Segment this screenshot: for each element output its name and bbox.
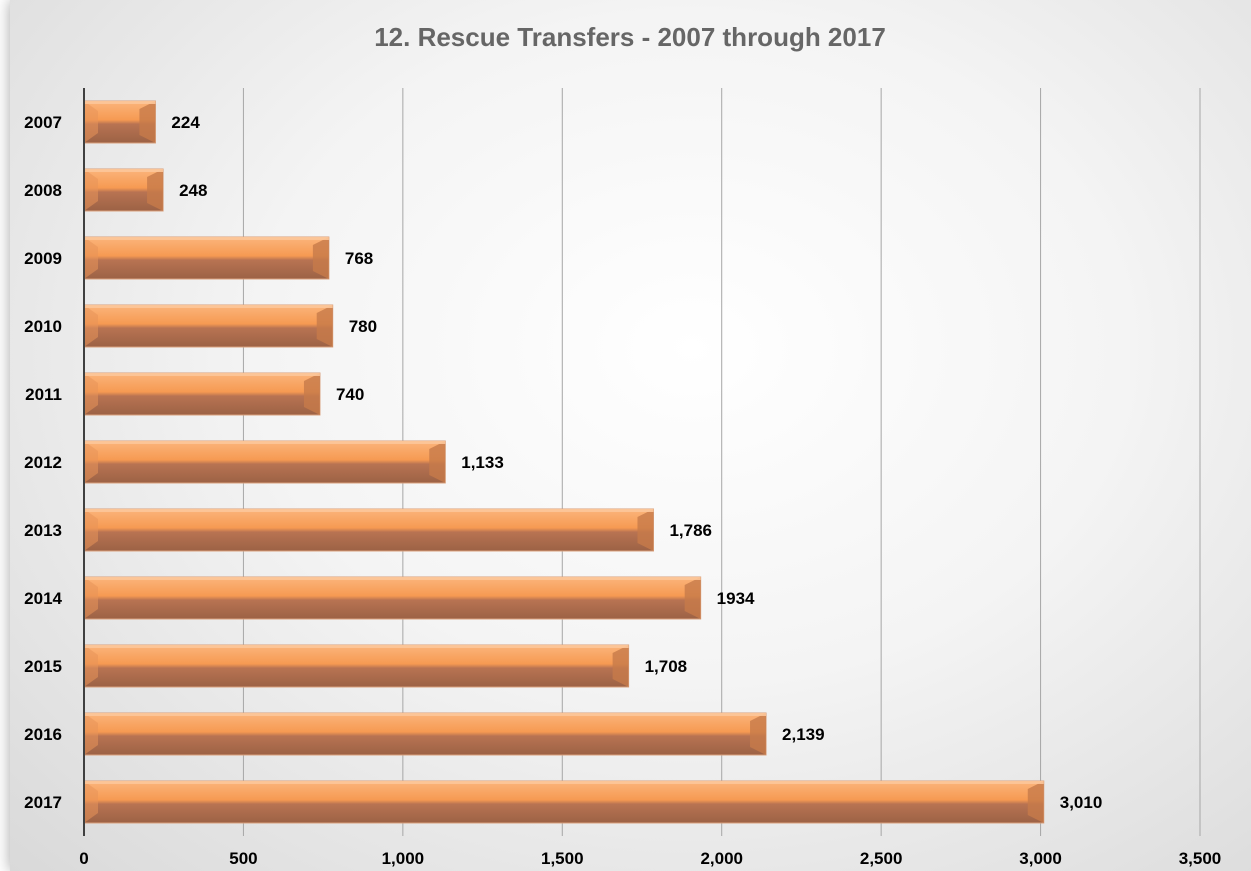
bar-highlight xyxy=(84,577,701,580)
bars xyxy=(83,100,1045,824)
y-category-label: 2015 xyxy=(24,657,62,676)
axes: 0 500 1,000 1,500 2,000 2,500 3,000 3,500 2007 22… xyxy=(24,88,1221,868)
bar-group xyxy=(83,712,767,756)
bar xyxy=(83,304,334,348)
bar-group xyxy=(83,780,1045,824)
bar-highlight xyxy=(84,713,767,716)
y-category-label: 2013 xyxy=(24,521,62,540)
data-label: 1934 xyxy=(717,589,755,608)
x-tick-label: 500 xyxy=(229,849,257,868)
bar-highlight xyxy=(84,169,164,172)
y-category-label: 2016 xyxy=(24,725,62,744)
bar-highlight xyxy=(84,373,320,376)
bar xyxy=(83,712,767,756)
data-label: 780 xyxy=(349,317,377,336)
bar-highlight xyxy=(84,645,629,648)
bar-bevel-right xyxy=(637,509,654,551)
chart-area: 12. Rescue Transfers - 2007 through 2017… xyxy=(10,0,1251,871)
bar-highlight xyxy=(84,237,329,240)
bar-bevel-right xyxy=(612,645,629,687)
bar-bevel-left xyxy=(84,441,98,483)
x-tick-label: 3,500 xyxy=(1179,849,1222,868)
bar-group xyxy=(83,576,702,620)
bar-group xyxy=(83,168,164,212)
bar-highlight xyxy=(84,441,446,444)
bar xyxy=(83,372,321,416)
data-label: 2,139 xyxy=(782,725,825,744)
bar-bevel-left xyxy=(84,305,98,347)
x-tick-label: 0 xyxy=(79,849,88,868)
bar xyxy=(83,780,1045,824)
y-category-label: 2017 xyxy=(24,793,62,812)
bar-bevel-right xyxy=(147,169,164,211)
bar-bevel-right xyxy=(316,305,333,347)
bar-highlight xyxy=(84,305,333,308)
bar xyxy=(83,644,630,688)
gridlines xyxy=(242,88,1201,836)
y-category-label: 2012 xyxy=(24,453,62,472)
y-category-label: 2010 xyxy=(24,317,62,336)
bar-bevel-left xyxy=(84,713,98,755)
x-tick-label: 1,000 xyxy=(382,849,425,868)
data-label: 1,786 xyxy=(669,521,712,540)
bar xyxy=(83,576,702,620)
bar-highlight xyxy=(84,101,156,104)
bar-bevel-right xyxy=(312,237,329,279)
bar-bevel-right xyxy=(303,373,320,415)
bar-bevel-right xyxy=(684,577,701,619)
x-tick-label: 2,000 xyxy=(700,849,743,868)
bar-group xyxy=(83,100,156,144)
data-label: 1,133 xyxy=(461,453,504,472)
data-label: 768 xyxy=(345,249,373,268)
bar-group xyxy=(83,304,334,348)
bar-bevel-left xyxy=(84,373,98,415)
bar xyxy=(83,440,446,484)
bar-bevel-left xyxy=(84,101,98,143)
bar xyxy=(83,236,330,280)
x-tick-label: 1,500 xyxy=(541,849,584,868)
x-tick-label: 2,500 xyxy=(860,849,903,868)
x-tick-label: 3,000 xyxy=(1019,849,1062,868)
chart-title: 12. Rescue Transfers - 2007 through 2017 xyxy=(374,22,886,52)
bar xyxy=(83,508,654,552)
bar-group xyxy=(83,372,321,416)
y-category-label: 2011 xyxy=(25,385,62,404)
bar-group xyxy=(83,644,630,688)
bar-bevel-left xyxy=(84,645,98,687)
bar-chart: 12. Rescue Transfers - 2007 through 2017… xyxy=(24,22,1221,868)
y-category-label: 2007 xyxy=(24,113,62,132)
data-label: 3,010 xyxy=(1060,793,1103,812)
bar-group xyxy=(83,236,330,280)
bar-bevel-left xyxy=(84,509,98,551)
bar-bevel-left xyxy=(84,577,98,619)
bar-highlight xyxy=(84,509,654,512)
data-label: 248 xyxy=(179,181,207,200)
bar-group xyxy=(83,508,654,552)
y-category-label: 2008 xyxy=(24,181,62,200)
bar-bevel-right xyxy=(750,713,767,755)
data-label: 224 xyxy=(171,113,200,132)
y-category-label: 2014 xyxy=(24,589,62,608)
bar-bevel-right xyxy=(1027,781,1044,823)
bar-bevel-left xyxy=(84,237,98,279)
y-category-label: 2009 xyxy=(24,249,62,268)
bar-bevel-right xyxy=(429,441,446,483)
bar-group xyxy=(83,440,446,484)
data-label: 1,708 xyxy=(645,657,688,676)
bar-bevel-right xyxy=(139,101,156,143)
bar-highlight xyxy=(84,781,1044,784)
bar-bevel-left xyxy=(84,169,98,211)
data-label: 740 xyxy=(336,385,364,404)
bar-bevel-left xyxy=(84,781,98,823)
